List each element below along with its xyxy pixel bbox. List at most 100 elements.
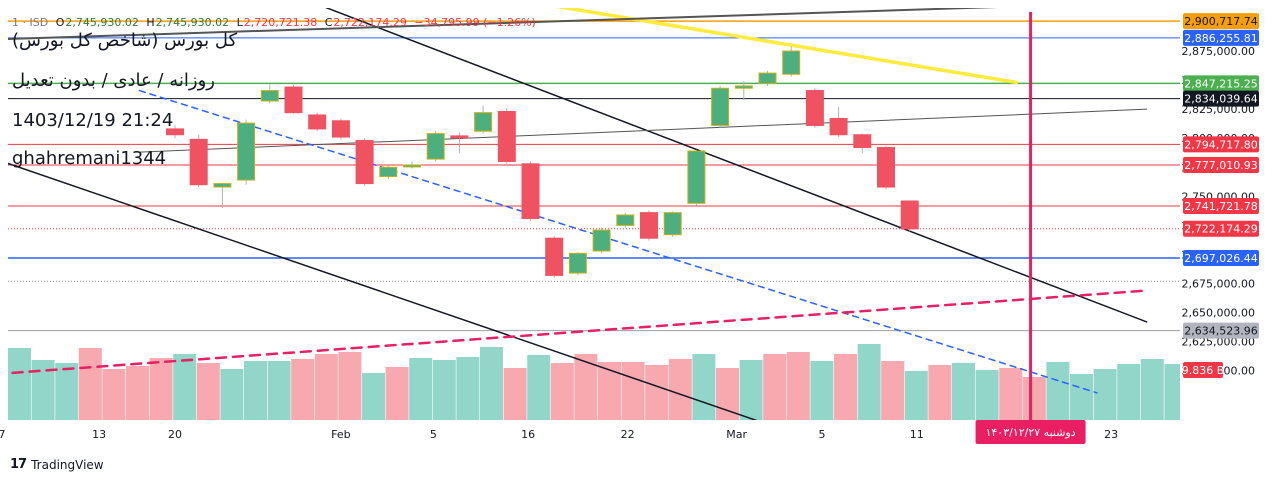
time-tick-label: 16 [521, 428, 535, 441]
candle [568, 252, 587, 276]
price-label-badge [1183, 249, 1259, 266]
volume-bar [739, 360, 763, 420]
candle [640, 210, 658, 241]
horizontal-lines-layer [8, 20, 1180, 332]
candle-body [782, 50, 801, 75]
volume-bar [480, 347, 503, 420]
volume-bar [314, 354, 338, 420]
candle [663, 211, 682, 238]
price-label-badge [1183, 29, 1259, 46]
volume-bar [244, 361, 267, 420]
volume-bar [291, 359, 315, 420]
trendline [138, 108, 1148, 153]
candle [379, 164, 398, 179]
candle [308, 112, 327, 132]
volume-bar [1046, 362, 1070, 420]
volume-bar [621, 362, 645, 420]
volume-bar [834, 354, 857, 420]
volume-bar [432, 360, 456, 420]
volume-bar [196, 363, 220, 420]
candle [521, 161, 540, 221]
candle [592, 227, 611, 254]
candle [284, 84, 303, 114]
volume-bar [385, 367, 409, 420]
price-label-badge [1183, 136, 1259, 153]
candle-body [616, 214, 635, 226]
candle-body [853, 134, 872, 149]
candle [426, 131, 445, 162]
candle-body [189, 138, 208, 186]
volume-bar [220, 369, 244, 420]
ohlc-change: −34,795.99 (−1.26%) [414, 16, 536, 29]
candle-body [260, 90, 279, 102]
tradingview-logo[interactable]: 17 TradingView [10, 457, 104, 472]
candle [355, 138, 374, 186]
candle-body [687, 150, 706, 204]
volume-bar [668, 359, 692, 420]
volume-bar [692, 354, 716, 420]
candle [237, 119, 256, 185]
chart-datetime: 1403/12/19 21:24 [12, 110, 174, 131]
price-label-badge [1183, 220, 1259, 237]
candle [687, 149, 706, 206]
volume-bar [786, 352, 810, 420]
candle-body [877, 147, 895, 188]
candle-body [545, 237, 564, 276]
candle-body [213, 183, 232, 188]
date-marker-label: دوشنبه ۱۴۰۳/۱۲/۲۷ [985, 426, 1075, 439]
candle-body [711, 87, 730, 126]
time-tick-label: 7 [0, 428, 5, 441]
price-label-badge [1183, 13, 1259, 30]
candle [166, 125, 184, 139]
volume-bar [574, 354, 598, 420]
volume-bar [409, 358, 433, 420]
ohlc-high: 2,745,930.02 [155, 16, 230, 29]
candle-body [474, 112, 493, 132]
price-label-text: 2,634,523.96 [1184, 325, 1257, 338]
volume-bar [857, 344, 881, 420]
candle [900, 200, 919, 232]
volume-label-badge [1183, 362, 1223, 378]
price-label-badge [1183, 90, 1259, 107]
volume-bar [55, 363, 79, 420]
ohlc-open-label: O [55, 16, 65, 29]
ohlc-low-label: L [236, 16, 243, 29]
price-labels-layer: 2,900,717.74 2,886,255.81 2,847,215.25 2,83… [1182, 13, 1259, 378]
volume-bar [78, 348, 102, 420]
chart-interval: روزانه / عادی / بدون تعدیل [12, 70, 215, 91]
volume-bar [503, 368, 527, 420]
candle [497, 107, 516, 164]
candle-body [355, 140, 374, 185]
chart-title: کل بورس (شاخص کل بورس) [12, 30, 238, 51]
price-label-text: 2,741,721.78 [1184, 200, 1257, 213]
date-marker-badge [975, 420, 1086, 444]
volume-bar [31, 360, 55, 420]
volume-bar [881, 361, 905, 420]
candle-body [568, 252, 587, 274]
symbol-line: 1 · ISD [12, 16, 49, 29]
ohlc-low: 2,720,721.38 [243, 16, 318, 29]
ohlc-open: 2,745,930.02 [65, 16, 139, 29]
price-label-text: 2,900,717.74 [1184, 15, 1257, 28]
candle-body [663, 212, 682, 236]
price-label-text: 2,886,255.81 [1184, 32, 1257, 45]
candle-body [640, 212, 658, 239]
price-tick-label: 2,875,000.00 [1182, 45, 1255, 58]
candle [474, 105, 493, 134]
price-tick-label: 2,675,000.00 [1182, 278, 1255, 291]
price-label-text: 2,777,010.93 [1184, 159, 1257, 172]
volume-bar [975, 370, 999, 420]
candle [450, 132, 469, 154]
volume-bar [1022, 377, 1046, 420]
candle [213, 183, 232, 208]
volume-bar [149, 358, 173, 420]
volume-bar [173, 354, 197, 420]
price-label-text: 2,847,215.25 [1184, 77, 1257, 90]
volume-bar [8, 348, 31, 420]
time-tick-label: Mar [726, 428, 747, 441]
time-axis[interactable]: 7 13 20 Feb 5 16 22 Mar 5 11 23 [0, 428, 1118, 441]
candle [403, 161, 421, 169]
candle [734, 81, 753, 100]
price-label-badge [1183, 75, 1259, 92]
